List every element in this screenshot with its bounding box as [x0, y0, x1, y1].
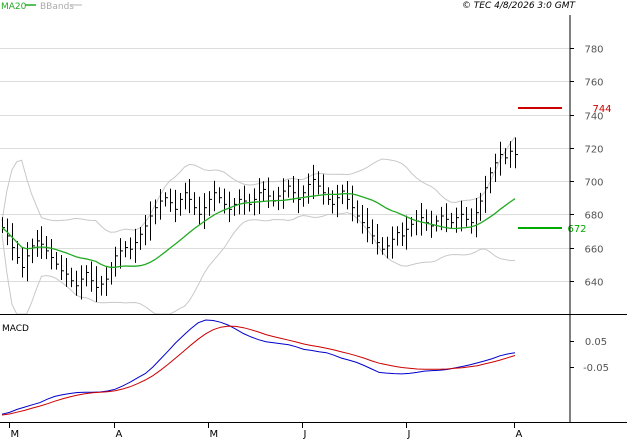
price-y-tick-label: 680 [584, 211, 603, 222]
price-y-tick-label: 740 [584, 112, 603, 123]
macd-panel: MACD 0.05 -0.05 [1, 315, 609, 422]
signal-line [1, 325, 516, 416]
macd-y-tick-label: 0.05 [585, 337, 607, 348]
price-y-tick-label: 760 [584, 78, 603, 89]
macd-line [1, 319, 516, 415]
x-tick-label: A [116, 429, 123, 440]
price-y-tick-label: 640 [584, 278, 603, 289]
price-panel: 640 660 680 700 720 740 760 780 744 672 [0, 15, 612, 315]
price-y-tick-label: 660 [584, 245, 603, 256]
bbands-upper-line [1, 136, 516, 233]
legend-ma20-label: MA20 [1, 2, 27, 12]
price-y-tick-label: 700 [584, 178, 603, 189]
price-plot-area [0, 15, 570, 314]
x-tick-label: M [11, 429, 20, 440]
macd-label: MACD [2, 324, 29, 334]
legend-bbands-label: BBands [40, 2, 74, 12]
legend: MA20 BBands [1, 2, 82, 12]
price-markers: 744 672 [518, 104, 612, 235]
level-marker-label: 744 [592, 104, 611, 115]
level-marker-label: 672 [567, 224, 586, 235]
price-grid [0, 48, 570, 282]
x-tick-label: J [407, 429, 411, 440]
price-y-axis: 640 660 680 700 720 740 760 780 [570, 45, 604, 289]
price-y-tick-label: 780 [584, 45, 603, 56]
price-y-tick-label: 720 [584, 145, 603, 156]
macd-y-tick-label: -0.05 [583, 363, 609, 374]
macd-y-axis: 0.05 -0.05 [570, 337, 609, 374]
ma20-line [1, 192, 516, 268]
x-tick-label: A [516, 429, 523, 440]
x-tick-label: J [303, 429, 307, 440]
bbands-lower-line [1, 212, 516, 315]
credit-text: © TEC 4/8/2026 3:0 GMT [462, 1, 577, 11]
x-tick-label: M [210, 429, 219, 440]
